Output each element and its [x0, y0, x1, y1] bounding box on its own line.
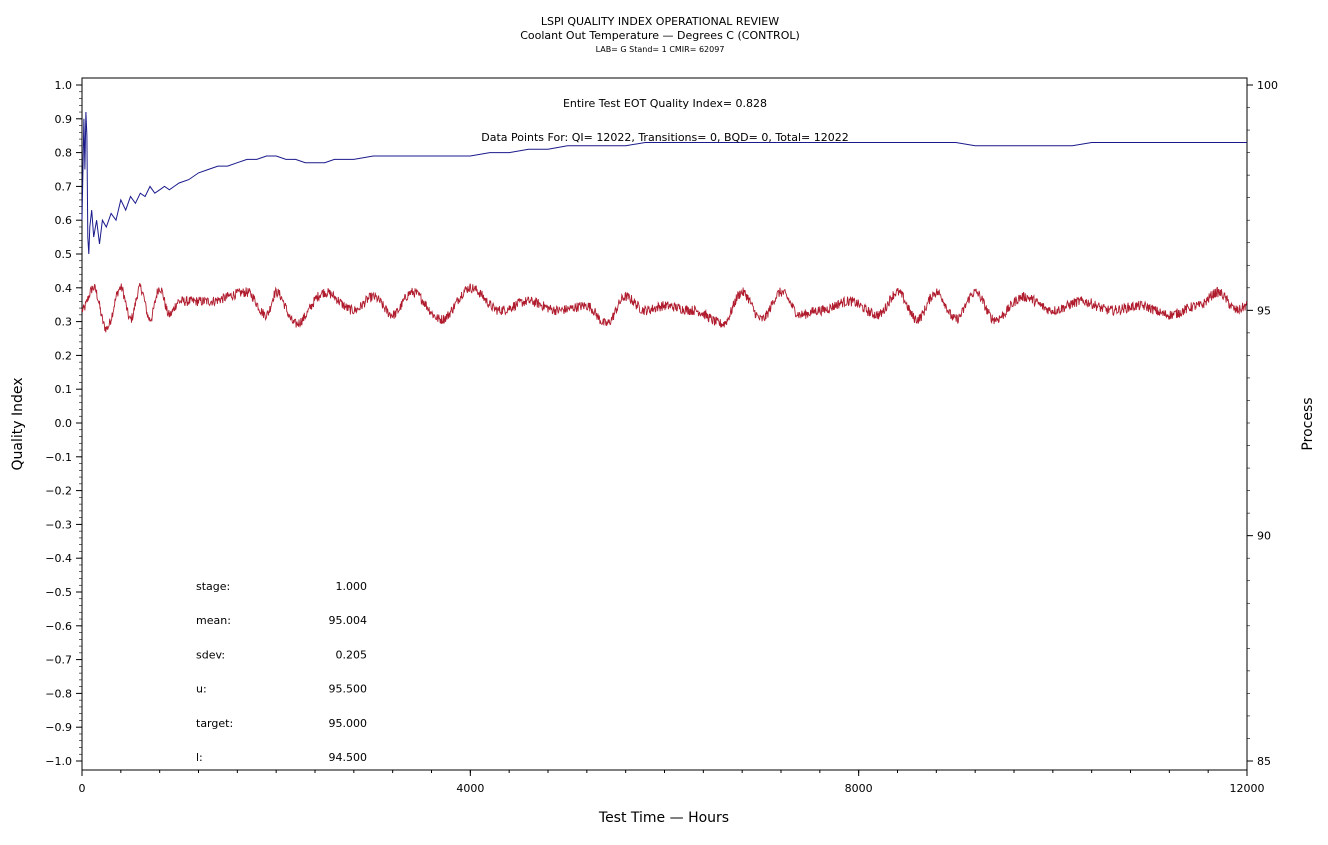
- y-tick-label: −0.6: [45, 620, 72, 633]
- y2-tick-label: 95: [1257, 304, 1271, 317]
- y-tick-label: 0.4: [55, 282, 73, 295]
- y-tick-label: 0.0: [55, 417, 73, 430]
- y-tick-label: −0.8: [45, 687, 72, 700]
- x-tick-label: 12000: [1230, 782, 1265, 795]
- stats-table: stage: 1.000 mean: 95.004 sdev: 0.205 u: 95.500…: [196, 580, 367, 764]
- x-axis-label: Test Time — Hours: [598, 810, 729, 826]
- y2-tick-label: 90: [1257, 530, 1271, 543]
- y-axis-left: 1.0 0.9 0.8 0.7 0.6 0.5 0.4 0.3 0.2 0.1 0.0 −0.1 −0.…: [45, 79, 82, 768]
- x-tick-label: 8000: [845, 782, 873, 795]
- y-tick-label: 1.0: [55, 79, 73, 92]
- annotation-eot-quality-index: Entire Test EOT Quality Index= 0.828: [563, 97, 767, 110]
- x-axis: 0 4000 8000 12000: [79, 770, 1265, 795]
- y-tick-label: −0.5: [45, 586, 72, 599]
- stat-value: 95.500: [329, 683, 368, 696]
- y-tick-label: −0.9: [45, 721, 72, 734]
- y-axis-label: Quality Index: [10, 377, 26, 470]
- y-tick-label: −0.7: [45, 654, 72, 667]
- y2-axis-label: Process: [1300, 397, 1316, 450]
- quality-index-line: [81, 111, 1247, 255]
- stat-value: 1.000: [336, 580, 368, 593]
- y-axis-right: 100 95 90 85: [1247, 79, 1278, 768]
- y-tick-label: 0.6: [55, 214, 73, 227]
- chart-subtitle: Coolant Out Temperature — Degrees C (CON…: [520, 29, 800, 42]
- stat-label: u:: [196, 683, 207, 696]
- y-tick-label: −0.3: [45, 518, 72, 531]
- y-tick-label: 0.5: [55, 248, 73, 261]
- y2-tick-label: 85: [1257, 755, 1271, 768]
- stat-label: sdev:: [196, 648, 225, 661]
- y-tick-label: 0.9: [55, 113, 73, 126]
- y-tick-label: −1.0: [45, 755, 72, 768]
- stat-value: 95.000: [329, 717, 368, 730]
- y-tick-label: −0.2: [45, 485, 72, 498]
- y-tick-label: 0.1: [55, 383, 73, 396]
- stat-value: 0.205: [336, 648, 368, 661]
- y-tick-label: 0.2: [55, 349, 73, 362]
- plot-frame: [81, 77, 1248, 771]
- stat-value: 94.500: [329, 751, 368, 764]
- y-tick-label: 0.8: [55, 147, 73, 160]
- y-tick-label: −0.4: [45, 552, 72, 565]
- stat-label: l:: [196, 751, 203, 764]
- x-tick-label: 0: [79, 782, 86, 795]
- stat-label: mean:: [196, 614, 231, 627]
- chart-subsubtitle: LAB= G Stand= 1 CMIR= 62097: [596, 45, 725, 54]
- annotation-data-points: Data Points For: QI= 12022, Transitions=…: [481, 131, 849, 144]
- y-tick-label: −0.1: [45, 451, 72, 464]
- chart-title: LSPI QUALITY INDEX OPERATIONAL REVIEW: [541, 15, 779, 28]
- y2-tick-label: 100: [1257, 79, 1278, 92]
- stat-label: stage:: [196, 580, 230, 593]
- series-group: [81, 111, 1248, 333]
- stat-value: 95.004: [329, 614, 368, 627]
- process-line: [81, 283, 1248, 333]
- y-tick-label: 0.7: [55, 180, 73, 193]
- stat-label: target:: [196, 717, 233, 730]
- x-tick-label: 4000: [456, 782, 484, 795]
- y-tick-label: 0.3: [55, 316, 73, 329]
